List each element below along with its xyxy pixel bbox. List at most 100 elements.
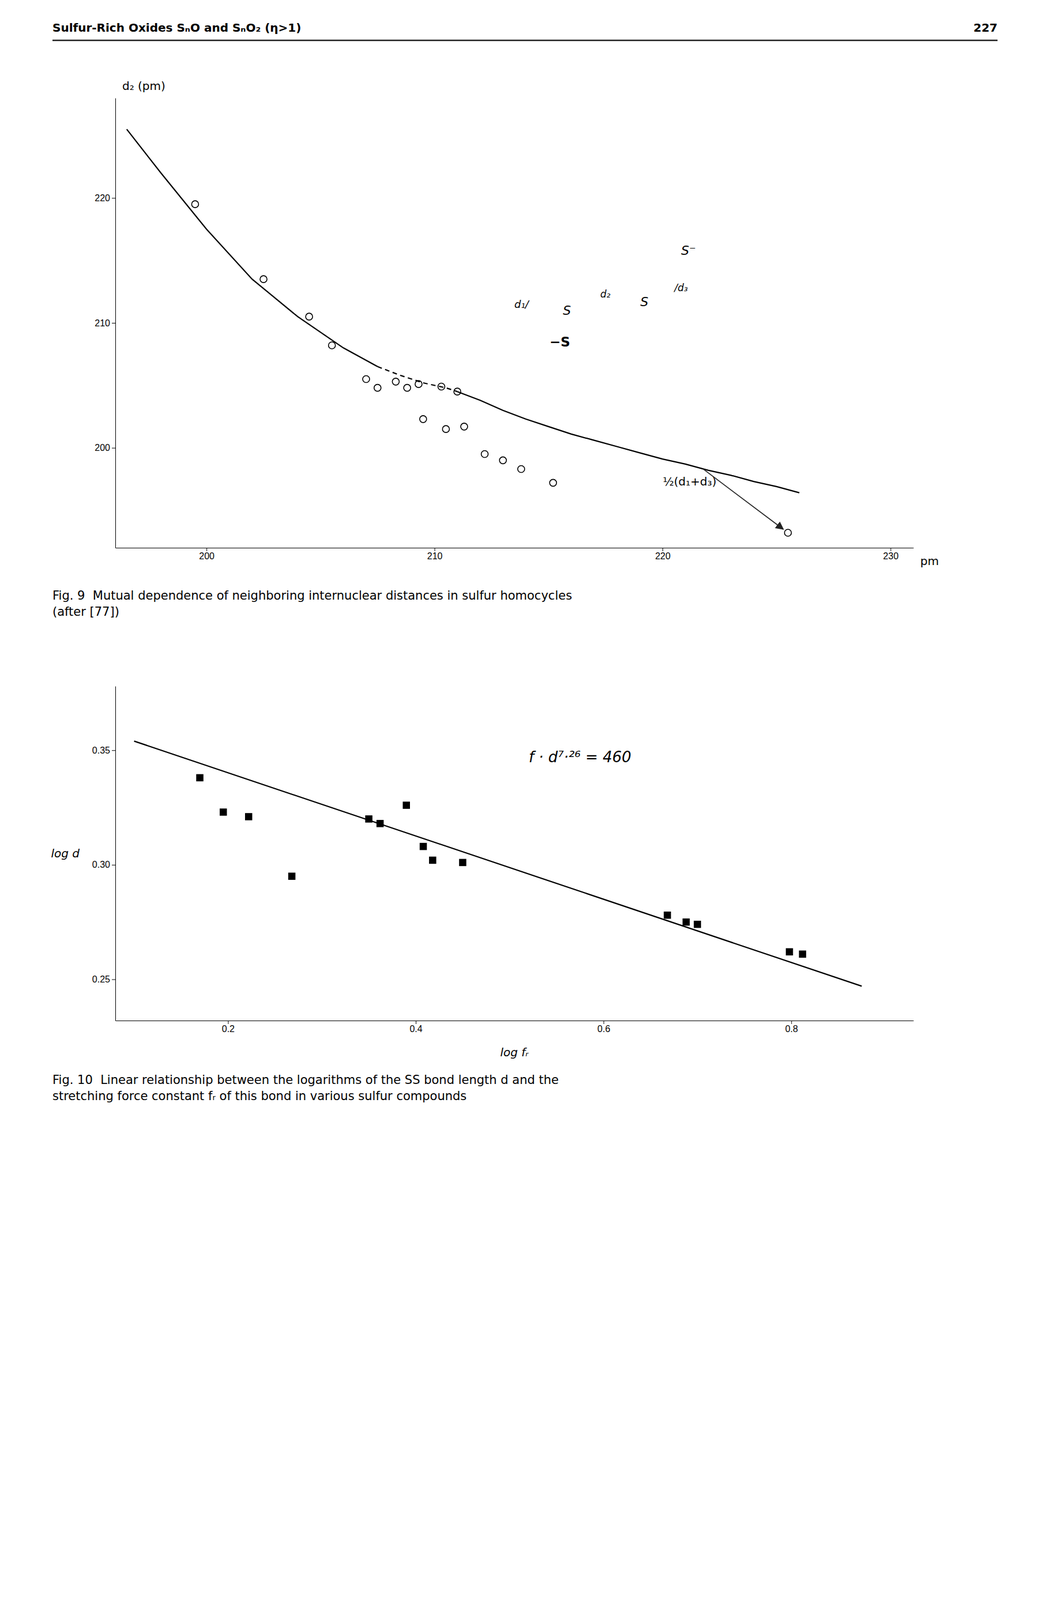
plot-area <box>126 129 800 537</box>
y-tick-label: 220 <box>94 193 111 203</box>
x-axis-label: pm <box>920 554 939 568</box>
annotation: S <box>562 303 571 318</box>
annotation: d₂ <box>600 288 611 300</box>
caption: Fig. 9 Mutual dependence of neighboring … <box>52 588 572 619</box>
y-tick-mark <box>111 750 116 751</box>
y-tick: 0.35 <box>92 745 116 756</box>
x-tick-label: 220 <box>655 551 671 562</box>
x-axis-label: log fᵣ <box>499 1045 529 1060</box>
y-axis-label: d₂ (pm) <box>122 78 166 93</box>
point <box>415 380 423 388</box>
y-axis-line <box>115 686 116 1022</box>
y-tick: 220 <box>94 193 116 203</box>
y-tick-label: 0.30 <box>92 859 111 870</box>
x-tick: 0.2 <box>221 1020 235 1034</box>
x-tick-label: 210 <box>427 551 443 562</box>
point <box>362 375 370 383</box>
point <box>328 341 336 349</box>
point <box>403 384 411 392</box>
x-axis: 200 210 220 230 <box>115 547 914 562</box>
x-tick-label: 230 <box>883 551 899 562</box>
point <box>245 813 252 820</box>
point <box>196 774 203 781</box>
header-rule <box>52 39 998 42</box>
y-tick-label: 200 <box>94 442 111 453</box>
annotation-arrow <box>702 468 784 530</box>
y-tick: 200 <box>94 442 116 453</box>
x-tick: 230 <box>883 547 899 562</box>
caption: Fig. 10 Linear relationship between the … <box>52 1073 559 1104</box>
point <box>374 384 382 392</box>
y-axis-label: log d <box>50 846 80 861</box>
y-tick-mark <box>111 864 116 866</box>
point <box>517 465 525 473</box>
x-tick: 200 <box>198 547 215 562</box>
line <box>457 391 800 493</box>
x-tick-mark <box>415 1020 417 1025</box>
point <box>664 912 671 919</box>
caption-line: Fig. 9 Mutual dependence of neighboring … <box>52 588 572 603</box>
plot-area <box>134 740 863 986</box>
point <box>694 921 701 928</box>
x-tick: 220 <box>655 547 671 562</box>
x-tick-mark <box>434 547 436 552</box>
x-tick-mark <box>890 547 891 552</box>
y-tick-label: 0.25 <box>92 974 111 985</box>
caption-line: (after [77]) <box>52 604 120 619</box>
y-tick-mark <box>111 448 116 449</box>
y-tick: 0.25 <box>92 974 116 985</box>
x-tick: 0.6 <box>597 1020 611 1034</box>
x-tick-label: 200 <box>198 551 215 562</box>
point <box>549 479 557 487</box>
x-tick-label: 0.4 <box>409 1024 423 1034</box>
header-left: Sulfur-Rich Oxides SₙO and SₙO₂ (η>1) <box>52 20 301 35</box>
y-axis: 200 210 220 <box>94 98 116 549</box>
x-tick-mark <box>227 1020 229 1025</box>
annotation: d₁/ <box>514 298 530 311</box>
annotation: ½(d₁+d₃) <box>662 474 717 489</box>
x-axis-line <box>115 1020 914 1022</box>
point <box>260 275 267 283</box>
x-tick-label: 0.2 <box>221 1024 235 1034</box>
y-tick: 210 <box>94 318 116 329</box>
annotation: f · d⁷·²⁶ = 460 <box>528 748 632 766</box>
point <box>403 802 410 809</box>
y-axis: 0.25 0.30 0.35 <box>92 686 116 1022</box>
point <box>191 200 199 208</box>
point <box>305 313 313 321</box>
chart: 0.2 0.4 0.6 0.8 0.25 0.30 0.35 log fᵣ log d f · d… <box>50 686 914 1060</box>
point <box>377 820 384 827</box>
point <box>442 425 450 433</box>
x-tick-mark <box>791 1020 792 1025</box>
x-tick-mark <box>662 547 664 552</box>
point <box>481 450 489 458</box>
point <box>392 378 400 386</box>
y-tick: 0.30 <box>92 859 116 870</box>
point <box>220 808 227 816</box>
caption-line: Fig. 10 Linear relationship between the … <box>52 1073 559 1087</box>
x-tick: 0.4 <box>409 1020 423 1034</box>
x-axis: 0.2 0.4 0.6 0.8 <box>115 1020 914 1034</box>
point <box>459 859 466 866</box>
annotation: /d₃ <box>673 281 689 294</box>
x-tick-mark <box>603 1020 605 1025</box>
x-tick-label: 0.8 <box>785 1024 799 1034</box>
point <box>453 388 461 395</box>
x-tick-mark <box>206 547 208 552</box>
y-tick-mark <box>111 322 116 324</box>
annotation: S⁻ <box>680 243 696 258</box>
y-axis-line <box>115 98 116 549</box>
y-tick-label: 210 <box>94 318 111 329</box>
caption-line: stretching force constant fᵣ of this bon… <box>52 1089 467 1104</box>
point <box>365 815 372 823</box>
x-tick-label: 0.6 <box>597 1024 611 1034</box>
point <box>288 872 296 880</box>
point <box>419 415 427 423</box>
point <box>799 950 806 958</box>
point <box>437 383 445 391</box>
annotation: S <box>640 294 649 310</box>
header-right: 227 <box>973 20 998 35</box>
line <box>126 129 378 367</box>
point <box>682 919 690 926</box>
y-tick-mark <box>111 979 116 980</box>
